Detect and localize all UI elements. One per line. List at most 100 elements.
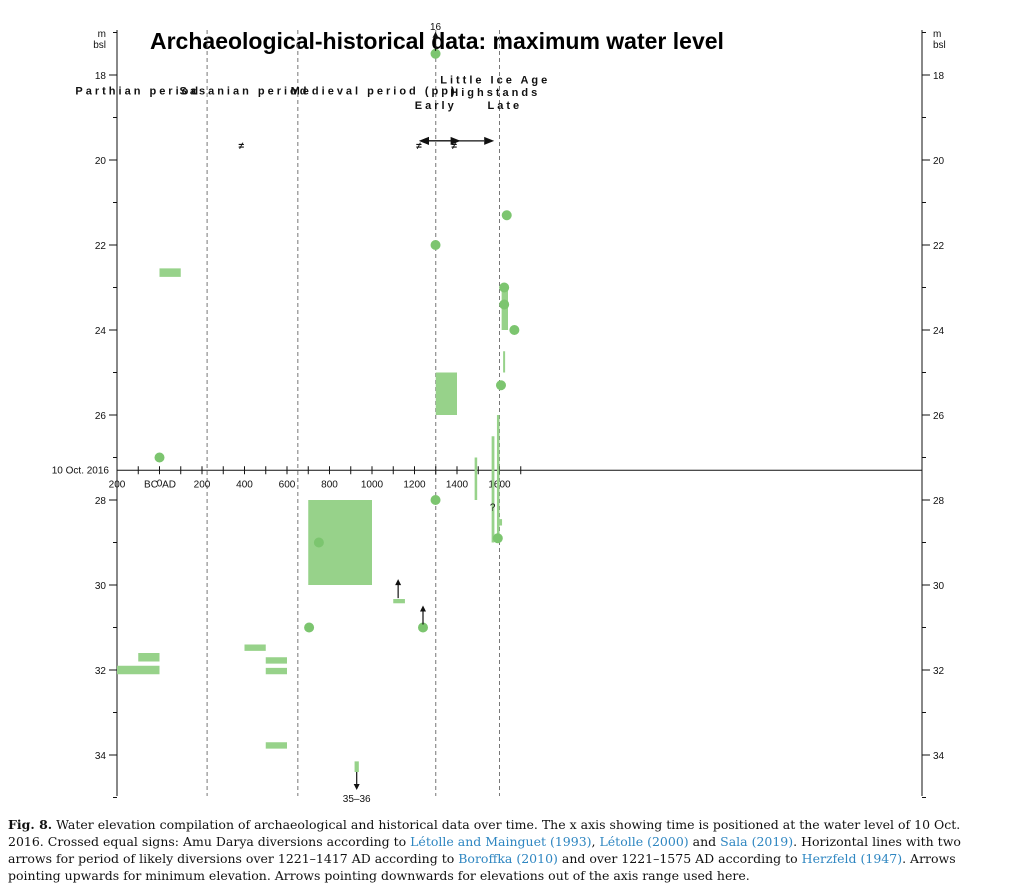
right-unit-label: bsl bbox=[933, 40, 946, 51]
data-point bbox=[495, 380, 506, 391]
left-y-tick-label: 20 bbox=[95, 156, 107, 167]
left-y-tick-label: 26 bbox=[95, 411, 107, 422]
diversion-sign: ≠ bbox=[451, 141, 457, 152]
ref-letolle-mainguet-link[interactable]: Létolle and Mainguet (1993) bbox=[410, 834, 592, 849]
diversion-arrowhead-right bbox=[484, 136, 495, 145]
period-label: Early bbox=[415, 100, 457, 112]
down-arrow-head bbox=[353, 784, 360, 790]
left-y-tick-label: 18 bbox=[95, 71, 107, 82]
left-unit-label: m bbox=[98, 29, 106, 40]
caption-text-4: . Horizontal lines with two arrows for p… bbox=[8, 834, 961, 866]
left-y-tick-label: 28 bbox=[95, 496, 107, 507]
diversion-sign: ≠ bbox=[239, 141, 245, 152]
range-bar bbox=[474, 457, 478, 500]
period-label: Little Ice Age bbox=[440, 74, 550, 86]
data-point bbox=[313, 537, 324, 548]
right-y-tick-label: 26 bbox=[933, 411, 945, 422]
range-bar bbox=[497, 519, 503, 526]
x-tick-label: 1200 bbox=[403, 479, 426, 490]
right-unit-label: m bbox=[933, 29, 941, 40]
up-arrow-head bbox=[432, 31, 439, 38]
right-y-tick-label: 30 bbox=[933, 581, 945, 592]
zero-label: 0 bbox=[157, 478, 163, 489]
left-y-tick-label: 24 bbox=[95, 326, 107, 337]
x-tick-label: 400 bbox=[236, 479, 253, 490]
range-bar bbox=[244, 644, 266, 651]
range-bar bbox=[354, 761, 359, 772]
data-point bbox=[501, 210, 512, 221]
x-tick-label: 200 bbox=[109, 479, 126, 490]
range-bar bbox=[159, 268, 181, 277]
left-y-tick-label: 30 bbox=[95, 581, 107, 592]
right-y-tick-label: 34 bbox=[933, 751, 945, 762]
x-tick-label: 1600 bbox=[488, 479, 511, 490]
data-point bbox=[499, 282, 510, 293]
figure-caption: Fig. 8. Water elevation compilation of a… bbox=[8, 816, 998, 884]
ref-boroffka-link[interactable]: Boroffka (2010) bbox=[458, 851, 558, 866]
ref-letolle-link[interactable]: Létolle (2000) bbox=[599, 834, 689, 849]
caption-text-2: , bbox=[591, 834, 600, 849]
right-y-tick-label: 32 bbox=[933, 666, 945, 677]
range-bar bbox=[265, 667, 287, 675]
uncertain-label: ? bbox=[490, 503, 496, 514]
diversion-arrowhead-left bbox=[418, 136, 429, 145]
right-y-tick-label: 22 bbox=[933, 241, 945, 252]
data-point bbox=[430, 495, 441, 505]
ad-label: AD bbox=[162, 479, 176, 490]
data-point bbox=[492, 533, 503, 544]
period-label: Sasanian period bbox=[180, 86, 310, 98]
up-arrow-head bbox=[420, 605, 426, 612]
data-point bbox=[499, 299, 510, 310]
right-y-tick-label: 18 bbox=[933, 71, 945, 82]
ref-sala-link[interactable]: Sala (2019) bbox=[720, 834, 794, 849]
data-point bbox=[304, 622, 315, 633]
data-point bbox=[430, 48, 441, 59]
water-level-chart: Archaeological-historical data: maximum … bbox=[52, 22, 946, 805]
right-y-tick-label: 20 bbox=[933, 156, 945, 167]
right-y-tick-label: 24 bbox=[933, 326, 945, 337]
range-bar bbox=[265, 657, 287, 664]
data-point bbox=[418, 622, 428, 633]
caption-text-5: and over 1221–1575 AD according to bbox=[557, 851, 802, 866]
range-bar bbox=[393, 599, 405, 604]
period-label: Highstands bbox=[450, 87, 540, 99]
x-axis-level-label: 10 Oct. 2016 bbox=[52, 465, 110, 476]
caption-text-6: . Arrows pointing upwards for minimum el… bbox=[8, 851, 956, 883]
range-bar bbox=[503, 351, 506, 373]
data-point bbox=[154, 452, 165, 463]
data-layer bbox=[117, 31, 520, 790]
range-bar bbox=[435, 372, 457, 415]
ref-herzfeld-link[interactable]: Herzfeld (1947) bbox=[801, 851, 903, 866]
diversion-sign: ≠ bbox=[416, 141, 422, 152]
x-tick-label: 600 bbox=[279, 479, 296, 490]
x-tick-label: 200 bbox=[194, 479, 211, 490]
period-label: Medieval period (pp) bbox=[291, 86, 458, 98]
caption-text-1: Water elevation compilation of archaeolo… bbox=[8, 817, 961, 849]
data-point bbox=[430, 240, 441, 250]
up-arrow-head bbox=[395, 579, 402, 586]
x-tick-label: 1000 bbox=[361, 479, 384, 490]
period-label: Late bbox=[488, 100, 523, 112]
x-tick-label: 1400 bbox=[446, 479, 469, 490]
down-arrow-label: 35–36 bbox=[343, 794, 371, 805]
range-bar bbox=[491, 436, 495, 543]
x-tick-label: 800 bbox=[321, 479, 338, 490]
range-bar bbox=[496, 415, 500, 543]
range-bar bbox=[265, 742, 287, 749]
grid-layer bbox=[206, 30, 500, 796]
left-y-tick-label: 34 bbox=[95, 751, 107, 762]
left-y-tick-label: 32 bbox=[95, 666, 107, 677]
bc-label: BC bbox=[144, 479, 158, 490]
period-label: Parthian period bbox=[75, 86, 201, 98]
figure-number: Fig. 8. bbox=[8, 817, 53, 832]
data-point bbox=[509, 325, 520, 335]
up-arrow-label: 16 bbox=[430, 22, 442, 33]
left-y-tick-label: 22 bbox=[95, 241, 107, 252]
range-bar bbox=[138, 653, 160, 662]
range-bar bbox=[117, 665, 160, 675]
caption-text-3: and bbox=[688, 834, 721, 849]
left-unit-label: bsl bbox=[93, 40, 106, 51]
right-y-tick-label: 28 bbox=[933, 496, 945, 507]
